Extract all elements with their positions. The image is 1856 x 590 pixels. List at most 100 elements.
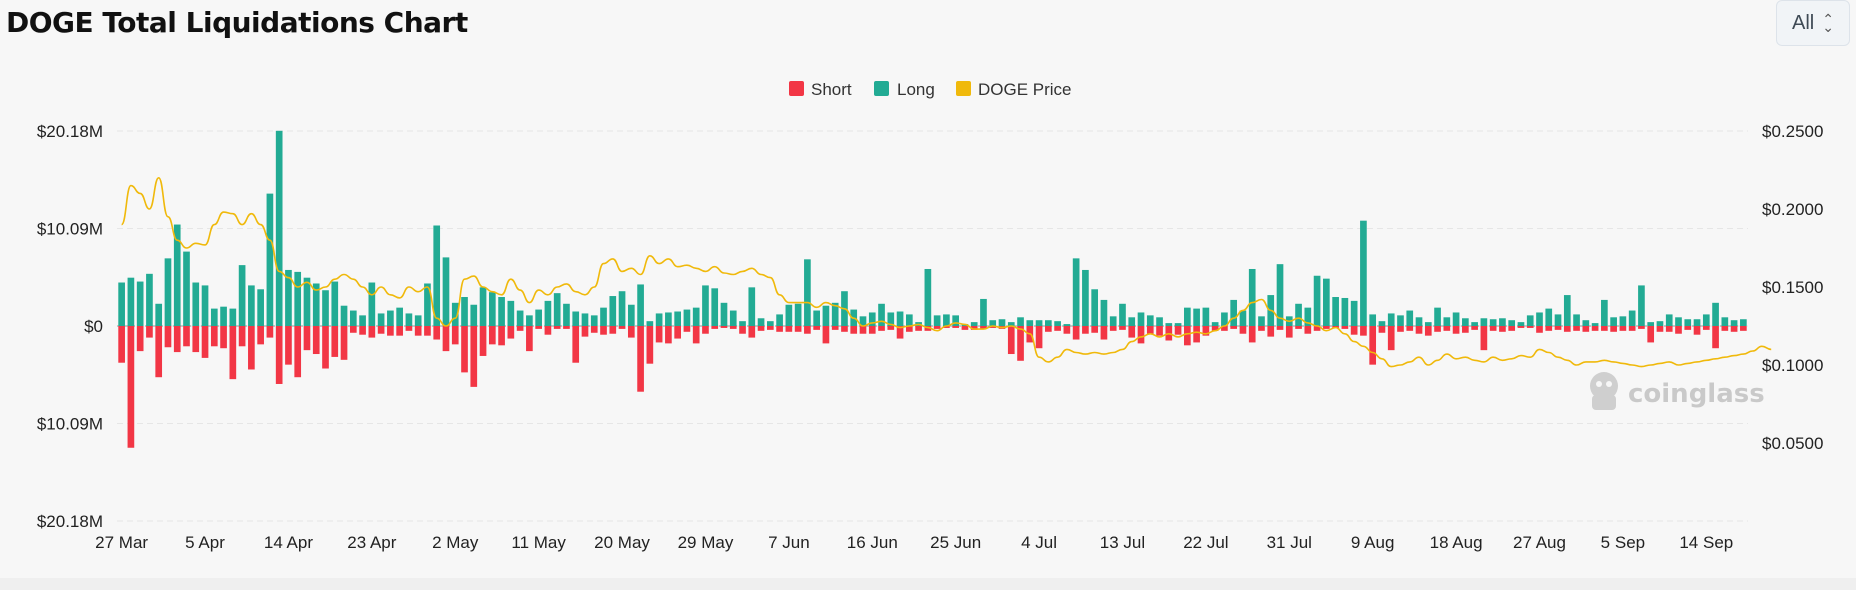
short-bar[interactable] — [1554, 326, 1562, 330]
long-bar[interactable] — [1082, 269, 1089, 326]
long-bar[interactable] — [1295, 303, 1302, 326]
long-bar[interactable] — [878, 303, 885, 326]
short-bar[interactable] — [340, 326, 348, 360]
short-bar[interactable] — [1406, 326, 1414, 331]
short-bar[interactable] — [173, 326, 181, 353]
long-bar[interactable] — [155, 303, 163, 326]
short-bar[interactable] — [776, 326, 783, 332]
short-bar[interactable] — [359, 326, 366, 335]
long-bar[interactable] — [665, 312, 672, 326]
short-bar[interactable] — [220, 326, 227, 349]
long-bar[interactable] — [804, 259, 811, 326]
long-bar[interactable] — [1184, 307, 1191, 326]
long-bar[interactable] — [498, 297, 505, 326]
long-bar[interactable] — [1341, 297, 1349, 326]
long-bar[interactable] — [1684, 319, 1692, 326]
long-bar[interactable] — [1119, 303, 1126, 326]
short-bar[interactable] — [970, 326, 978, 330]
short-bar[interactable] — [563, 326, 570, 329]
short-bar[interactable] — [1156, 326, 1163, 336]
legend-item-short[interactable]: Short — [789, 80, 852, 99]
long-bar[interactable] — [1499, 318, 1506, 326]
long-bar[interactable] — [1712, 302, 1719, 326]
long-bar[interactable] — [1721, 317, 1729, 326]
short-bar[interactable] — [720, 326, 728, 328]
short-bar[interactable] — [442, 326, 450, 352]
short-bar[interactable] — [1508, 326, 1516, 331]
short-bar[interactable] — [1054, 326, 1061, 331]
short-bar[interactable] — [387, 326, 394, 336]
long-bar[interactable] — [127, 277, 135, 326]
short-bar[interactable] — [285, 326, 292, 365]
short-bar[interactable] — [887, 326, 895, 330]
short-bar[interactable] — [368, 326, 376, 338]
short-bar[interactable] — [572, 326, 580, 363]
long-bar[interactable] — [655, 313, 663, 326]
short-bar[interactable] — [1350, 326, 1358, 335]
short-bar[interactable] — [1619, 326, 1627, 331]
long-bar[interactable] — [1128, 317, 1136, 326]
long-bar[interactable] — [1239, 310, 1247, 326]
long-bar[interactable] — [1369, 314, 1377, 326]
long-bar[interactable] — [1211, 322, 1219, 326]
long-bar[interactable] — [1443, 317, 1451, 326]
long-bar[interactable] — [424, 283, 431, 326]
long-bar[interactable] — [1462, 318, 1469, 326]
legend-item-long[interactable]: Long — [874, 80, 935, 99]
short-bar[interactable] — [637, 326, 644, 392]
long-bar[interactable] — [1517, 322, 1525, 326]
long-bar[interactable] — [1026, 320, 1034, 326]
long-bar[interactable] — [387, 310, 394, 326]
long-bar[interactable] — [1091, 289, 1099, 326]
long-bar[interactable] — [322, 290, 329, 326]
long-bar[interactable] — [729, 310, 737, 326]
long-bar[interactable] — [1601, 299, 1608, 326]
long-bar[interactable] — [488, 292, 496, 326]
short-bar[interactable] — [1573, 326, 1580, 331]
short-bar[interactable] — [702, 326, 709, 334]
short-bar[interactable] — [655, 326, 663, 343]
long-bar[interactable] — [1258, 316, 1265, 326]
short-bar[interactable] — [600, 326, 607, 335]
short-bar[interactable] — [590, 326, 598, 333]
short-bar[interactable] — [1424, 326, 1432, 336]
long-bar[interactable] — [238, 265, 246, 326]
long-bar[interactable] — [201, 285, 209, 326]
short-bar[interactable] — [1100, 326, 1108, 340]
long-bar[interactable] — [146, 273, 153, 326]
short-bar[interactable] — [146, 326, 153, 338]
short-bar[interactable] — [526, 326, 533, 352]
long-bar[interactable] — [479, 287, 487, 326]
long-bar[interactable] — [303, 277, 311, 326]
long-bar[interactable] — [1730, 320, 1738, 326]
long-bar[interactable] — [461, 297, 468, 326]
short-bar[interactable] — [1656, 326, 1664, 332]
long-bar[interactable] — [683, 309, 691, 326]
short-bar[interactable] — [1610, 326, 1617, 332]
short-bar[interactable] — [1499, 326, 1506, 332]
long-bar[interactable] — [516, 310, 524, 326]
short-bar[interactable] — [1526, 326, 1534, 328]
short-bar[interactable] — [1563, 326, 1571, 332]
long-bar[interactable] — [766, 321, 774, 326]
long-bar[interactable] — [1740, 319, 1747, 326]
long-bar[interactable] — [627, 304, 635, 326]
short-bar[interactable] — [516, 326, 524, 331]
long-bar[interactable] — [1221, 312, 1228, 326]
short-bar[interactable] — [405, 326, 413, 331]
short-bar[interactable] — [1462, 326, 1469, 333]
short-bar[interactable] — [192, 326, 200, 353]
short-bar[interactable] — [665, 326, 672, 344]
long-bar[interactable] — [257, 289, 264, 326]
short-bar[interactable] — [275, 326, 283, 384]
short-bar[interactable] — [952, 326, 960, 328]
short-bar[interactable] — [322, 326, 329, 369]
short-bar[interactable] — [1387, 326, 1395, 351]
short-bar[interactable] — [683, 326, 691, 332]
long-bar[interactable] — [1610, 317, 1617, 326]
short-bar[interactable] — [1082, 326, 1089, 334]
short-bar[interactable] — [831, 326, 839, 330]
long-bar[interactable] — [794, 303, 802, 326]
short-bar[interactable] — [507, 326, 515, 339]
short-bar[interactable] — [822, 326, 830, 344]
